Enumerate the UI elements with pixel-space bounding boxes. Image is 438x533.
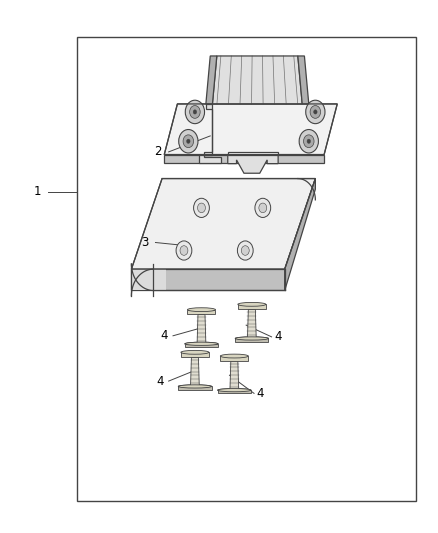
Ellipse shape — [178, 385, 212, 388]
Polygon shape — [187, 310, 215, 314]
Text: 1: 1 — [33, 185, 41, 198]
Polygon shape — [228, 152, 278, 155]
Circle shape — [183, 135, 194, 148]
Polygon shape — [230, 361, 239, 390]
Polygon shape — [197, 314, 206, 344]
Polygon shape — [181, 352, 209, 357]
Polygon shape — [212, 56, 302, 104]
Ellipse shape — [235, 337, 268, 340]
Text: 3: 3 — [141, 236, 148, 249]
Circle shape — [259, 203, 267, 213]
Ellipse shape — [238, 302, 266, 306]
Bar — [77, 37, 416, 501]
Polygon shape — [298, 56, 309, 104]
Polygon shape — [238, 304, 266, 309]
Circle shape — [241, 246, 249, 255]
Polygon shape — [131, 179, 315, 269]
Ellipse shape — [178, 385, 212, 388]
Polygon shape — [247, 309, 256, 338]
Ellipse shape — [218, 389, 251, 392]
Text: 4: 4 — [274, 330, 282, 343]
Circle shape — [190, 106, 200, 118]
Ellipse shape — [235, 337, 268, 340]
Ellipse shape — [220, 354, 248, 358]
Polygon shape — [199, 104, 221, 163]
Circle shape — [193, 110, 197, 114]
Polygon shape — [235, 338, 268, 342]
Polygon shape — [164, 104, 337, 155]
Circle shape — [179, 130, 198, 153]
Circle shape — [198, 203, 205, 213]
Text: 2: 2 — [154, 146, 162, 158]
Polygon shape — [228, 155, 278, 173]
Polygon shape — [131, 269, 285, 290]
Polygon shape — [220, 356, 248, 361]
Circle shape — [237, 241, 253, 260]
Ellipse shape — [218, 389, 251, 392]
Circle shape — [194, 198, 209, 217]
Circle shape — [176, 241, 192, 260]
Circle shape — [185, 100, 205, 124]
Circle shape — [255, 198, 271, 217]
Ellipse shape — [185, 342, 218, 345]
Circle shape — [304, 135, 314, 148]
Ellipse shape — [185, 342, 218, 345]
Polygon shape — [178, 386, 212, 390]
Polygon shape — [164, 155, 324, 163]
Circle shape — [314, 110, 317, 114]
Ellipse shape — [181, 350, 209, 354]
Circle shape — [310, 106, 321, 118]
Text: 4: 4 — [160, 329, 168, 342]
Circle shape — [187, 139, 190, 143]
Ellipse shape — [187, 308, 215, 312]
Polygon shape — [218, 390, 251, 393]
Circle shape — [307, 139, 311, 143]
Polygon shape — [206, 56, 217, 104]
Circle shape — [180, 246, 188, 255]
Circle shape — [306, 100, 325, 124]
Polygon shape — [191, 357, 199, 386]
Text: 4: 4 — [156, 375, 164, 387]
Circle shape — [299, 130, 318, 153]
Polygon shape — [285, 179, 315, 290]
Polygon shape — [131, 269, 166, 290]
Polygon shape — [185, 344, 218, 347]
Text: 4: 4 — [257, 387, 265, 400]
